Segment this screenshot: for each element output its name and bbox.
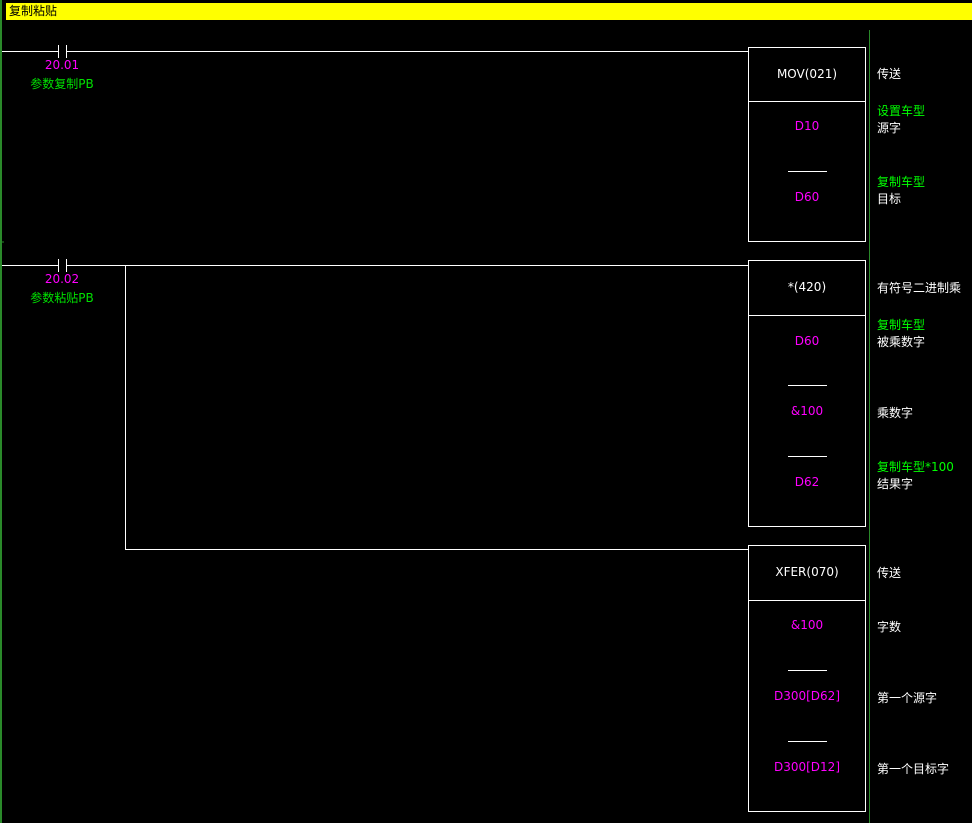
- operand-comment: 设置车型: [877, 104, 926, 118]
- contact-address[interactable]: 20.01: [44, 58, 80, 72]
- instruction-block-multiply[interactable]: *(420): [748, 260, 866, 527]
- rung-1-wire: [2, 45, 748, 58]
- contact-address[interactable]: 20.02: [44, 272, 80, 286]
- operand[interactable]: &100: [790, 404, 824, 418]
- instruction-desc: 传送: [877, 67, 902, 81]
- operand[interactable]: &100: [790, 618, 824, 632]
- section-title: 复制粘贴: [9, 4, 58, 18]
- instruction-name: MOV(021): [749, 48, 865, 102]
- instruction-desc: 传送: [877, 566, 902, 580]
- operand[interactable]: D62: [794, 475, 820, 489]
- operand-desc: 第一个源字: [877, 691, 938, 705]
- section-title-bar: 复制粘贴: [6, 3, 972, 20]
- instruction-block-mov[interactable]: MOV(021): [748, 47, 866, 242]
- operand-desc: 乘数字: [877, 406, 914, 420]
- operand-desc: 目标: [877, 192, 902, 206]
- operand[interactable]: D10: [794, 119, 820, 133]
- operand-desc: 被乘数字: [877, 335, 926, 349]
- operand-separator: [788, 171, 827, 172]
- rung-2-wire: [2, 259, 748, 550]
- operand-separator: [788, 741, 827, 742]
- operand-separator: [788, 670, 827, 671]
- operand-desc: 结果字: [877, 477, 914, 491]
- operand-separator: [788, 456, 827, 457]
- operand-comment: 复制车型*100: [877, 460, 954, 474]
- operand-comment: 复制车型: [877, 175, 926, 189]
- operand-desc: 第一个目标字: [877, 762, 950, 776]
- operand-comment: 复制车型: [877, 318, 926, 332]
- contact-comment: 参数复制PB: [30, 77, 94, 91]
- operand[interactable]: D300[D12]: [773, 760, 841, 774]
- instruction-name: *(420): [749, 261, 865, 316]
- operand[interactable]: D300[D62]: [773, 689, 841, 703]
- instruction-desc: 有符号二进制乘: [877, 281, 962, 295]
- instruction-block-xfer[interactable]: XFER(070): [748, 545, 866, 812]
- operand[interactable]: D60: [794, 334, 820, 348]
- instruction-name: XFER(070): [749, 546, 865, 601]
- operand-desc: 字数: [877, 620, 902, 634]
- operand-desc: 源字: [877, 121, 902, 135]
- contact-comment: 参数粘贴PB: [30, 291, 94, 305]
- operand[interactable]: D60: [794, 190, 820, 204]
- operand-separator: [788, 385, 827, 386]
